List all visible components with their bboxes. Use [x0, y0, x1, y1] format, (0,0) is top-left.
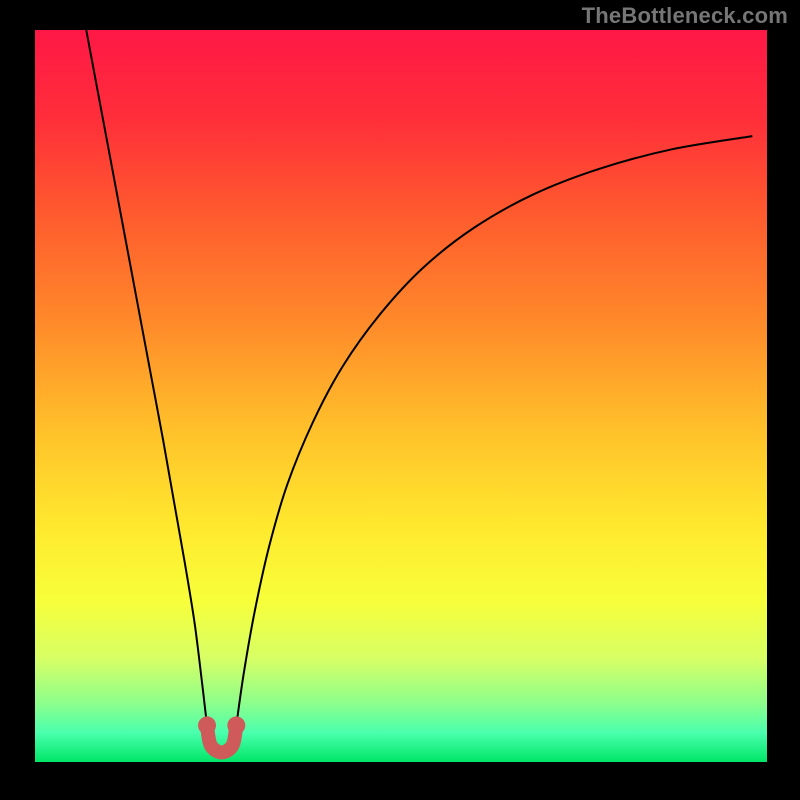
valley-dot-right — [227, 716, 245, 734]
chart-background — [35, 30, 767, 762]
bottleneck-chart — [0, 0, 800, 800]
valley-dot-left — [198, 716, 216, 734]
watermark-text: TheBottleneck.com — [582, 3, 788, 29]
